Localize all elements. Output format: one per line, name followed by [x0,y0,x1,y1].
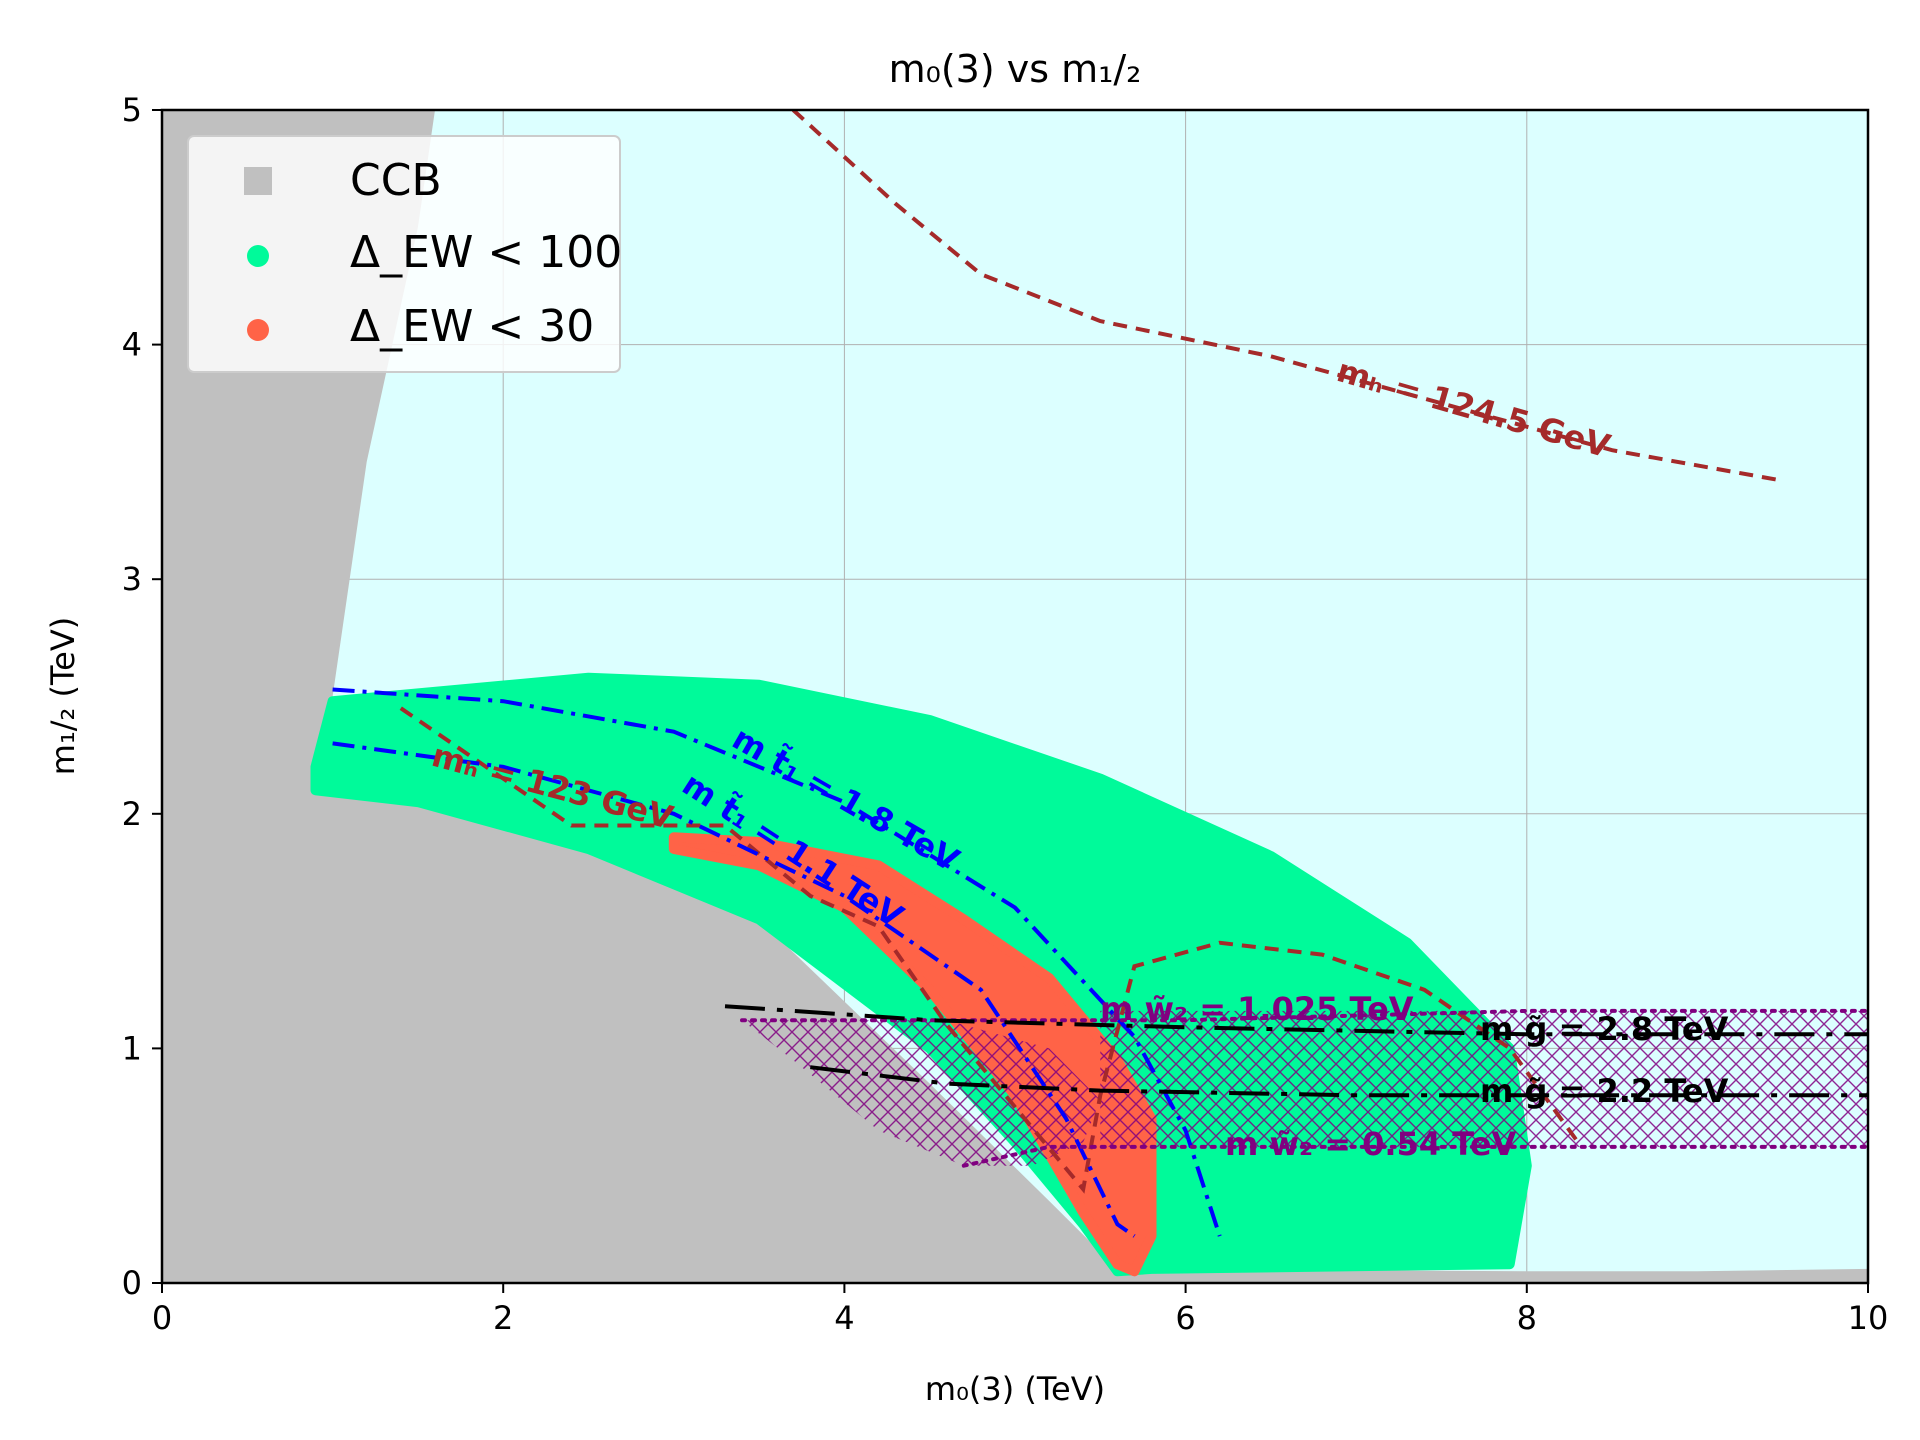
plot-frame [160,108,1870,1285]
x-tick-label: 10 [1848,1299,1889,1337]
axis-ticks: 0 2 4 6 8 10 0 1 2 3 4 5 [122,91,1889,1337]
ccb-region [162,110,1868,1283]
label-mgluino-2-8: m g̃ = 2.8 TeV [1480,1010,1729,1048]
contour-line-0 [791,110,1784,483]
x-tick-label: 2 [493,1299,513,1337]
legend-ew30-swatch [247,319,269,341]
legend-ew30-label: Δ_EW < 30 [350,301,594,352]
y-tick-label: 2 [122,795,142,833]
contour-line-1 [399,706,1580,1194]
y-tick-label: 4 [122,326,142,364]
wino-hatch-left-region [742,1020,1101,1166]
legend-ccb-label: CCB [350,155,442,206]
contour-line-4 [740,1008,1868,1023]
legend-ccb-swatch [244,167,272,195]
x-axis-label: m₀(3) (TeV) [925,1370,1105,1408]
y-tick-label: 3 [122,560,142,598]
ew30-region [668,832,1157,1277]
label-mgluino-2-2: m g̃ = 2.2 TeV [1480,1072,1729,1110]
contour-layer [332,110,1868,1238]
label-mwino-1-025: m w̃₂ = 1.025 TeV [1100,990,1414,1028]
chart-title: m₀(3) vs m₁/₂ [889,47,1142,91]
contour-line-2 [332,687,1222,1237]
x-tick-label: 0 [152,1299,172,1337]
contour-line-5 [961,1144,1868,1168]
legend-ew100-swatch [247,245,269,267]
y-axis-label: m₁/₂ (TeV) [44,617,82,775]
x-tick-label: 6 [1175,1299,1195,1337]
contour-line-3 [332,741,1136,1238]
x-tick-label: 4 [834,1299,854,1337]
wino-band-region [1100,1010,1868,1147]
y-tick-label: 0 [122,1264,142,1302]
label-mwino-0-54: m w̃₂ = 0.54 TeV [1225,1125,1517,1163]
contour-line-6 [724,1004,1868,1037]
contour-line-7 [810,1065,1868,1098]
legend-box [187,135,621,373]
legend-ew100-label: Δ_EW < 100 [350,227,622,278]
x-tick-label: 8 [1517,1299,1537,1337]
y-tick-label: 1 [122,1029,142,1067]
legend: CCB Δ_EW < 100 Δ_EW < 30 [187,135,622,373]
y-tick-label: 5 [122,91,142,129]
